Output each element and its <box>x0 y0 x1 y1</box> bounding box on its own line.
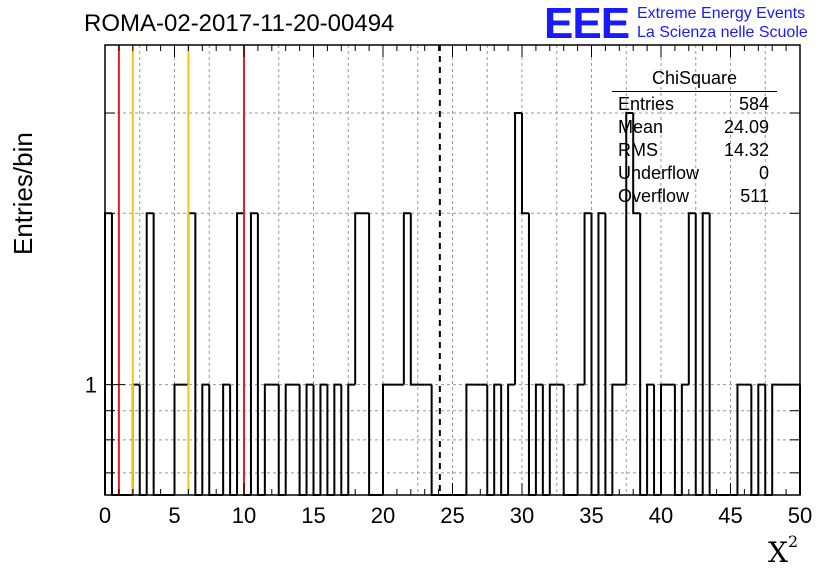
histogram-bin <box>576 383 585 495</box>
histogram-bin <box>256 213 265 496</box>
histogram-bin <box>597 212 606 495</box>
stats-row-mean: Mean 24.09 <box>612 116 777 139</box>
histogram-bin <box>173 383 182 495</box>
histogram-bin <box>243 213 251 496</box>
histogram-bin <box>701 212 710 495</box>
stats-value: 511 <box>740 186 769 206</box>
histogram-bin <box>527 213 536 496</box>
stats-value: 24.09 <box>723 117 769 137</box>
y-tick-label: 1 <box>85 373 97 398</box>
x-tick-label: 15 <box>301 503 325 528</box>
x-axis-label-main: X <box>768 536 788 569</box>
histogram-bin <box>368 213 377 496</box>
histogram-bin <box>646 383 655 495</box>
histogram-bin <box>263 383 272 495</box>
x-tick-label: 35 <box>579 503 603 528</box>
stats-label: Entries <box>618 94 675 114</box>
histogram-bin <box>222 383 231 495</box>
histogram-bin <box>319 383 328 495</box>
logo-line-2: La Scienza nelle Scuole <box>637 24 808 41</box>
stats-row-overflow: Overflow 511 <box>612 185 777 208</box>
x-tick-label: 50 <box>788 503 812 528</box>
reference-lines <box>117 45 441 495</box>
histogram-bin <box>465 383 474 495</box>
histogram-bin <box>409 213 418 386</box>
tick-labels: 0 5 10 15 20 25 30 35 40 45 50 1 <box>85 373 812 528</box>
histogram-bin <box>625 112 634 385</box>
logo-line-1: Extreme Energy Events <box>637 5 806 22</box>
histogram-bin <box>694 213 703 496</box>
x-axis-label-superscript: 2 <box>787 532 799 551</box>
histogram-bin <box>757 383 766 495</box>
x-tick-label: 0 <box>99 503 111 528</box>
stats-title: ChiSquare <box>612 68 777 92</box>
histogram-bin <box>382 383 390 495</box>
histogram-bin <box>680 383 689 495</box>
histogram-bin <box>521 113 529 215</box>
stats-label: Overflow <box>618 186 690 206</box>
histogram-bin <box>333 383 342 495</box>
x-tick-label: 30 <box>510 503 534 528</box>
histogram-bin <box>632 113 641 215</box>
histogram-bin <box>534 383 543 495</box>
histogram-bin <box>604 213 613 496</box>
histogram-bin <box>590 213 599 496</box>
x-tick-label: 25 <box>440 503 464 528</box>
histogram-bin <box>354 212 363 385</box>
stats-value: 14.32 <box>723 140 769 160</box>
histogram-bin <box>236 212 244 495</box>
x-tick-label: 40 <box>649 503 673 528</box>
histogram-bin <box>145 212 154 495</box>
eee-logo-caption: Extreme Energy Events La Scienza nelle S… <box>637 4 808 42</box>
x-tick-label: 5 <box>168 503 180 528</box>
histogram-bin <box>194 213 203 496</box>
histogram-bin <box>152 213 161 496</box>
histogram-bin <box>347 383 356 495</box>
histogram-bin <box>507 383 516 495</box>
histogram-bin <box>708 213 717 496</box>
stats-row-rms: RMS 14.32 <box>612 139 777 162</box>
histogram-bin <box>583 212 592 385</box>
stats-value: 0 <box>758 163 769 183</box>
stats-row-entries: Entries 584 <box>612 93 777 116</box>
y-axis-label: Entries/bin <box>8 132 38 255</box>
histogram-bin <box>611 383 620 495</box>
histogram-bin <box>660 383 668 495</box>
histogram-bin <box>305 383 314 495</box>
stats-label: RMS <box>618 140 658 160</box>
histogram-bin <box>402 212 411 385</box>
eee-logo: EEE <box>544 0 630 48</box>
histogram-bin <box>110 213 119 496</box>
x-axis-label: X2 <box>768 532 798 569</box>
chart-title: ROMA-02-2017-11-20-00494 <box>84 10 395 37</box>
histogram-bin <box>284 383 293 495</box>
histogram-bin <box>187 212 196 385</box>
stats-label: Mean <box>618 117 664 137</box>
stats-row-underflow: Underflow 0 <box>612 162 777 185</box>
histogram-bin <box>771 383 780 495</box>
histogram-bin <box>104 212 112 495</box>
axes <box>104 44 801 496</box>
histogram-bin <box>493 383 502 495</box>
stats-box: ChiSquare Entries 584 Mean 24.09 RMS 14.… <box>612 68 777 208</box>
stats-label: Underflow <box>618 163 700 183</box>
histogram-bin <box>548 383 557 495</box>
histogram-bin <box>249 212 258 495</box>
histogram-bin <box>736 383 745 495</box>
x-tick-label: 45 <box>718 503 742 528</box>
histogram-bin <box>687 212 696 385</box>
histogram-bin <box>639 213 648 496</box>
stats-value: 584 <box>738 94 769 114</box>
histogram-bin <box>514 112 522 385</box>
histogram-bin <box>201 383 210 495</box>
x-tick-label: 20 <box>371 503 395 528</box>
x-tick-label: 10 <box>232 503 256 528</box>
